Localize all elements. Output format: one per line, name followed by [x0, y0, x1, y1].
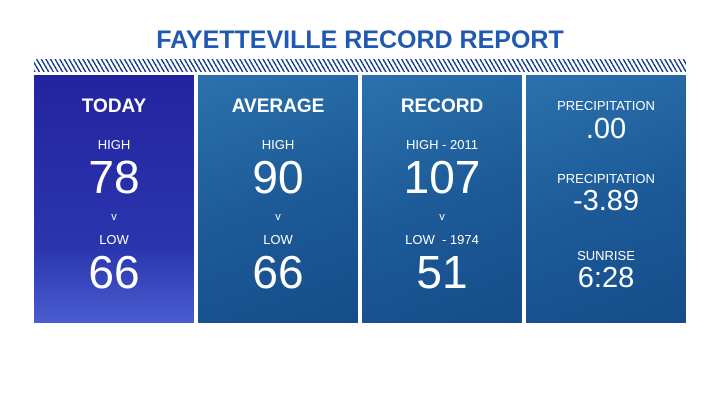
high-label: HIGH: [97, 137, 131, 152]
separator: v: [439, 211, 445, 223]
panel: RECORD HIGH - 2011 107 v LOW - 1974 51: [362, 75, 522, 323]
panel-heading: TODAY: [81, 96, 147, 117]
low-value: 66: [252, 246, 304, 298]
detail-panel: PRECIPITATION .00 PRECIPITATION -3.89 SUNRIS…: [526, 75, 686, 323]
low-value: 66: [88, 246, 140, 298]
detail-label: PRECIPITATION: [557, 171, 655, 186]
high-value: 78: [88, 151, 140, 203]
separator: v: [275, 211, 281, 223]
low-label: LOW: [263, 232, 293, 247]
low-label: LOW - 1974: [405, 232, 479, 247]
panel-heading: AVERAGE: [231, 96, 325, 117]
separator: v: [111, 211, 117, 223]
low-value: 51: [416, 246, 468, 298]
high-label: HIGH - 2011: [405, 137, 478, 152]
low-label: LOW: [99, 232, 129, 247]
high-value: 107: [403, 151, 481, 203]
panel-heading: RECORD: [400, 96, 484, 117]
high-label: HIGH: [261, 137, 295, 152]
panel: TODAY HIGH 78 v LOW 66: [34, 75, 194, 323]
detail-value: 6:28: [577, 262, 635, 294]
high-value: 90: [252, 151, 304, 203]
detail-label: PRECIPITATION: [557, 98, 655, 113]
detail-label: SUNRISE: [577, 248, 635, 263]
hatch-band: [34, 59, 686, 72]
detail-value: -3.89: [572, 185, 640, 217]
title: FAYETTEVILLE RECORD REPORT: [156, 26, 564, 54]
detail-value: .00: [585, 113, 627, 145]
panel: AVERAGE HIGH 90 v LOW 66: [198, 75, 358, 323]
